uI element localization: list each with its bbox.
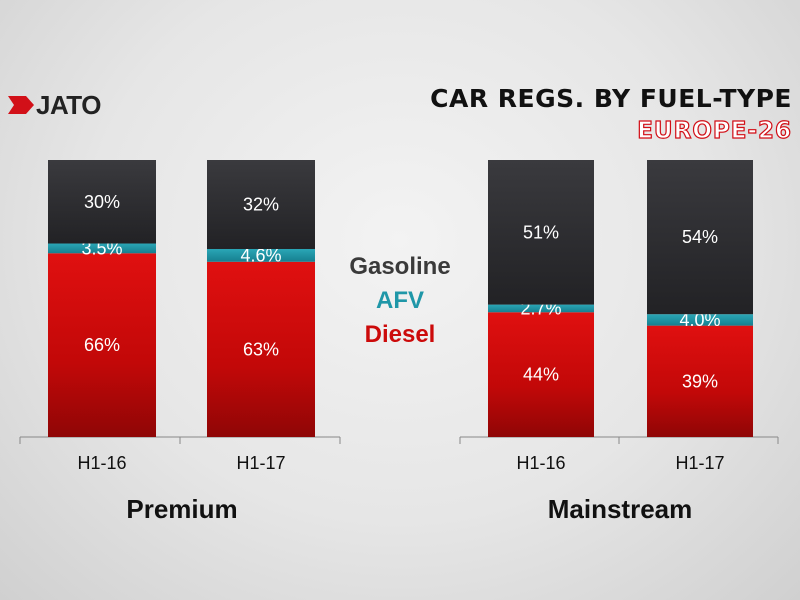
x-tick-label: H1-16 [77, 453, 126, 473]
bar-segment-afv-h1-16 [488, 304, 594, 313]
data-label-diesel: 39% [682, 371, 718, 391]
chart-subtitle: EUROPE-26 [637, 117, 792, 144]
legend-item-diesel: Diesel [364, 321, 436, 348]
data-label-gasoline: 51% [523, 222, 559, 242]
bar-segment-gasoline-h1-17 [207, 160, 315, 249]
legend-item-gasoline: Gasoline [349, 253, 451, 280]
group-label-premium: Premium [126, 494, 238, 524]
logo-arrow-icon [8, 96, 34, 114]
x-tick-label: H1-17 [675, 453, 724, 473]
bar-segment-afv-h1-17 [207, 248, 315, 262]
data-label-gasoline: 54% [682, 227, 718, 247]
x-tick-label: H1-16 [516, 453, 565, 473]
data-label-gasoline: 32% [243, 194, 279, 214]
logo-text: JATO [36, 90, 101, 120]
data-label-gasoline: 30% [84, 192, 120, 212]
data-label-afv: 4.0% [679, 310, 720, 330]
x-tick-label: H1-17 [236, 453, 285, 473]
bar-segment-diesel-h1-16 [48, 253, 156, 437]
chart-title: CAR REGS. BY FUEL-TYPE [430, 84, 792, 113]
data-label-afv: 4.6% [240, 245, 281, 265]
bar-segment-gasoline-h1-16 [488, 160, 594, 305]
bar-segment-diesel-h1-16 [488, 312, 594, 437]
data-label-diesel: 66% [84, 335, 120, 355]
bar-segment-afv-h1-17 [647, 314, 753, 326]
data-label-diesel: 63% [243, 339, 279, 359]
jato-logo: JATO [8, 92, 101, 118]
group-label-mainstream: Mainstream [547, 494, 693, 524]
bar-segment-gasoline-h1-16 [48, 160, 156, 244]
bar-segment-afv-h1-16 [48, 243, 156, 254]
bar-segment-diesel-h1-17 [207, 261, 315, 437]
bar-segment-diesel-h1-17 [647, 325, 753, 437]
legend: Gasoline AFV Diesel [320, 250, 480, 352]
bar-segment-gasoline-h1-17 [647, 160, 753, 315]
data-label-diesel: 44% [523, 365, 559, 385]
legend-item-afv: AFV [376, 287, 424, 314]
